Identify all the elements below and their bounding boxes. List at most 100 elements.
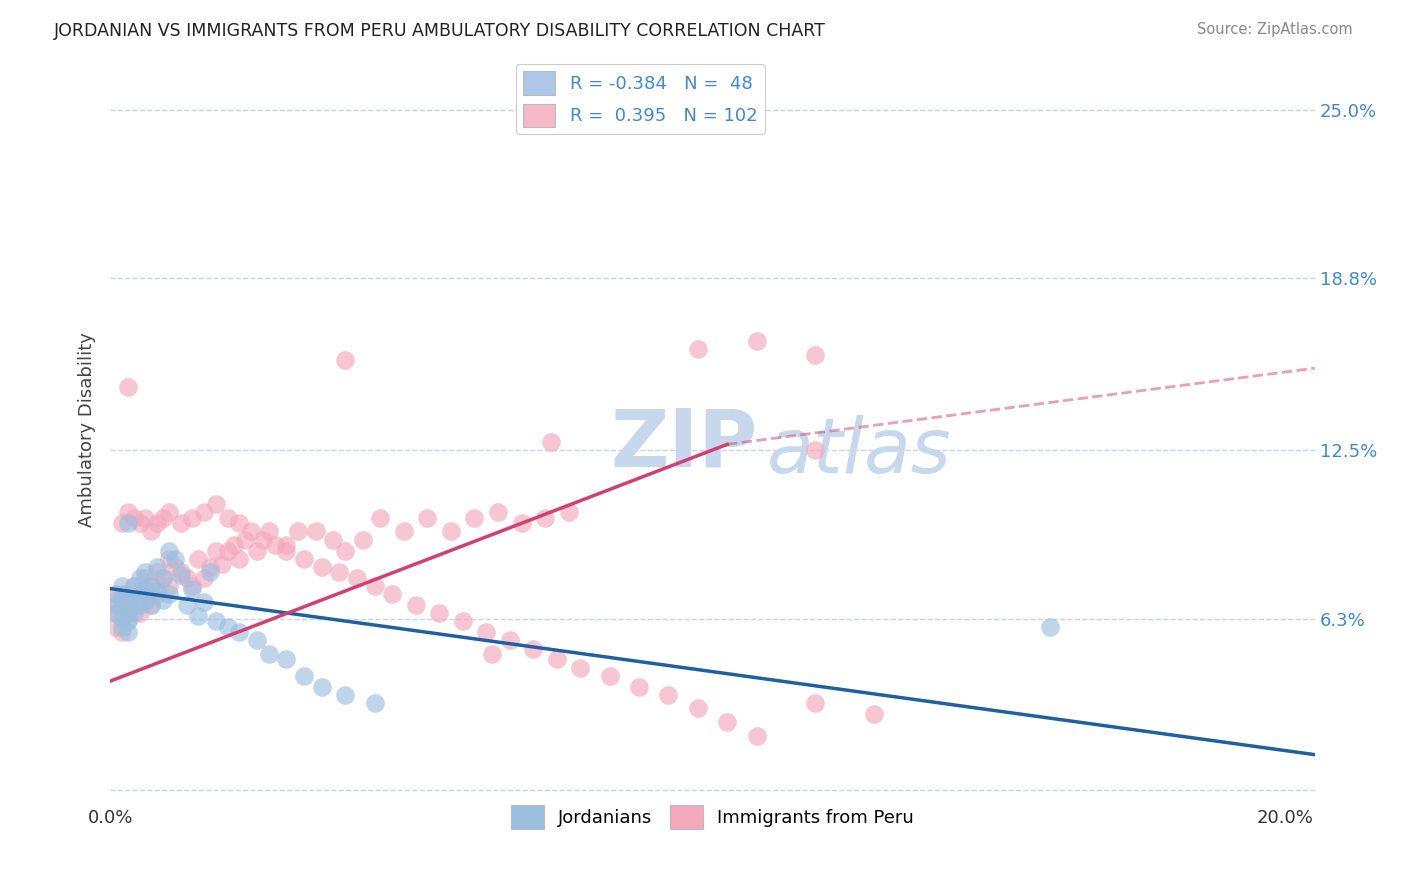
Point — [475, 625, 498, 640]
Point — [716, 714, 738, 729]
Point — [146, 584, 169, 599]
Point — [370, 511, 392, 525]
Point — [510, 516, 533, 531]
Point — [157, 579, 180, 593]
Point — [228, 551, 250, 566]
Point — [217, 620, 239, 634]
Text: JORDANIAN VS IMMIGRANTS FROM PERU AMBULATORY DISABILITY CORRELATION CHART: JORDANIAN VS IMMIGRANTS FROM PERU AMBULA… — [53, 22, 825, 40]
Point — [322, 533, 344, 547]
Point — [176, 598, 198, 612]
Point — [128, 584, 150, 599]
Point — [252, 533, 274, 547]
Text: ZIP: ZIP — [610, 405, 758, 483]
Point — [657, 688, 679, 702]
Point — [105, 606, 128, 620]
Point — [1039, 620, 1062, 634]
Legend: Jordanians, Immigrants from Peru: Jordanians, Immigrants from Peru — [503, 798, 921, 836]
Point — [146, 559, 169, 574]
Point — [134, 571, 156, 585]
Point — [122, 587, 145, 601]
Point — [540, 434, 562, 449]
Point — [804, 442, 827, 457]
Point — [287, 524, 309, 539]
Point — [157, 587, 180, 601]
Point — [628, 680, 651, 694]
Point — [193, 505, 215, 519]
Point — [217, 511, 239, 525]
Point — [217, 543, 239, 558]
Point — [128, 598, 150, 612]
Point — [181, 511, 204, 525]
Point — [335, 543, 357, 558]
Point — [240, 524, 263, 539]
Point — [111, 592, 134, 607]
Point — [122, 579, 145, 593]
Point — [117, 615, 139, 629]
Point — [117, 625, 139, 640]
Y-axis label: Ambulatory Disability: Ambulatory Disability — [79, 332, 96, 527]
Point — [205, 615, 228, 629]
Point — [105, 606, 128, 620]
Point — [499, 633, 522, 648]
Point — [157, 551, 180, 566]
Point — [745, 729, 768, 743]
Point — [157, 543, 180, 558]
Point — [205, 497, 228, 511]
Point — [111, 587, 134, 601]
Point — [463, 511, 485, 525]
Point — [222, 538, 245, 552]
Point — [292, 669, 315, 683]
Point — [141, 598, 163, 612]
Point — [276, 652, 298, 666]
Point — [557, 505, 579, 519]
Point — [128, 516, 150, 531]
Point — [228, 516, 250, 531]
Point — [233, 533, 256, 547]
Point — [198, 566, 221, 580]
Point — [481, 647, 503, 661]
Point — [569, 660, 592, 674]
Point — [198, 559, 221, 574]
Point — [534, 511, 557, 525]
Point — [181, 582, 204, 596]
Point — [246, 543, 269, 558]
Point — [804, 696, 827, 710]
Point — [211, 557, 233, 571]
Point — [134, 592, 156, 607]
Point — [122, 606, 145, 620]
Point — [228, 625, 250, 640]
Point — [346, 571, 368, 585]
Point — [416, 511, 439, 525]
Point — [187, 551, 209, 566]
Point — [335, 688, 357, 702]
Point — [451, 615, 474, 629]
Point — [134, 511, 156, 525]
Point — [292, 551, 315, 566]
Point — [111, 598, 134, 612]
Point — [152, 571, 174, 585]
Point — [122, 511, 145, 525]
Point — [392, 524, 415, 539]
Point — [117, 606, 139, 620]
Point — [305, 524, 328, 539]
Point — [440, 524, 463, 539]
Point — [152, 592, 174, 607]
Point — [146, 516, 169, 531]
Point — [111, 620, 134, 634]
Point — [193, 595, 215, 609]
Point — [363, 696, 385, 710]
Point — [146, 587, 169, 601]
Point — [257, 647, 280, 661]
Point — [486, 505, 509, 519]
Point — [134, 595, 156, 609]
Point — [276, 538, 298, 552]
Point — [141, 598, 163, 612]
Point — [522, 641, 544, 656]
Point — [141, 579, 163, 593]
Point — [128, 606, 150, 620]
Point — [152, 571, 174, 585]
Point — [381, 587, 404, 601]
Point — [427, 606, 450, 620]
Point — [328, 566, 350, 580]
Point — [257, 524, 280, 539]
